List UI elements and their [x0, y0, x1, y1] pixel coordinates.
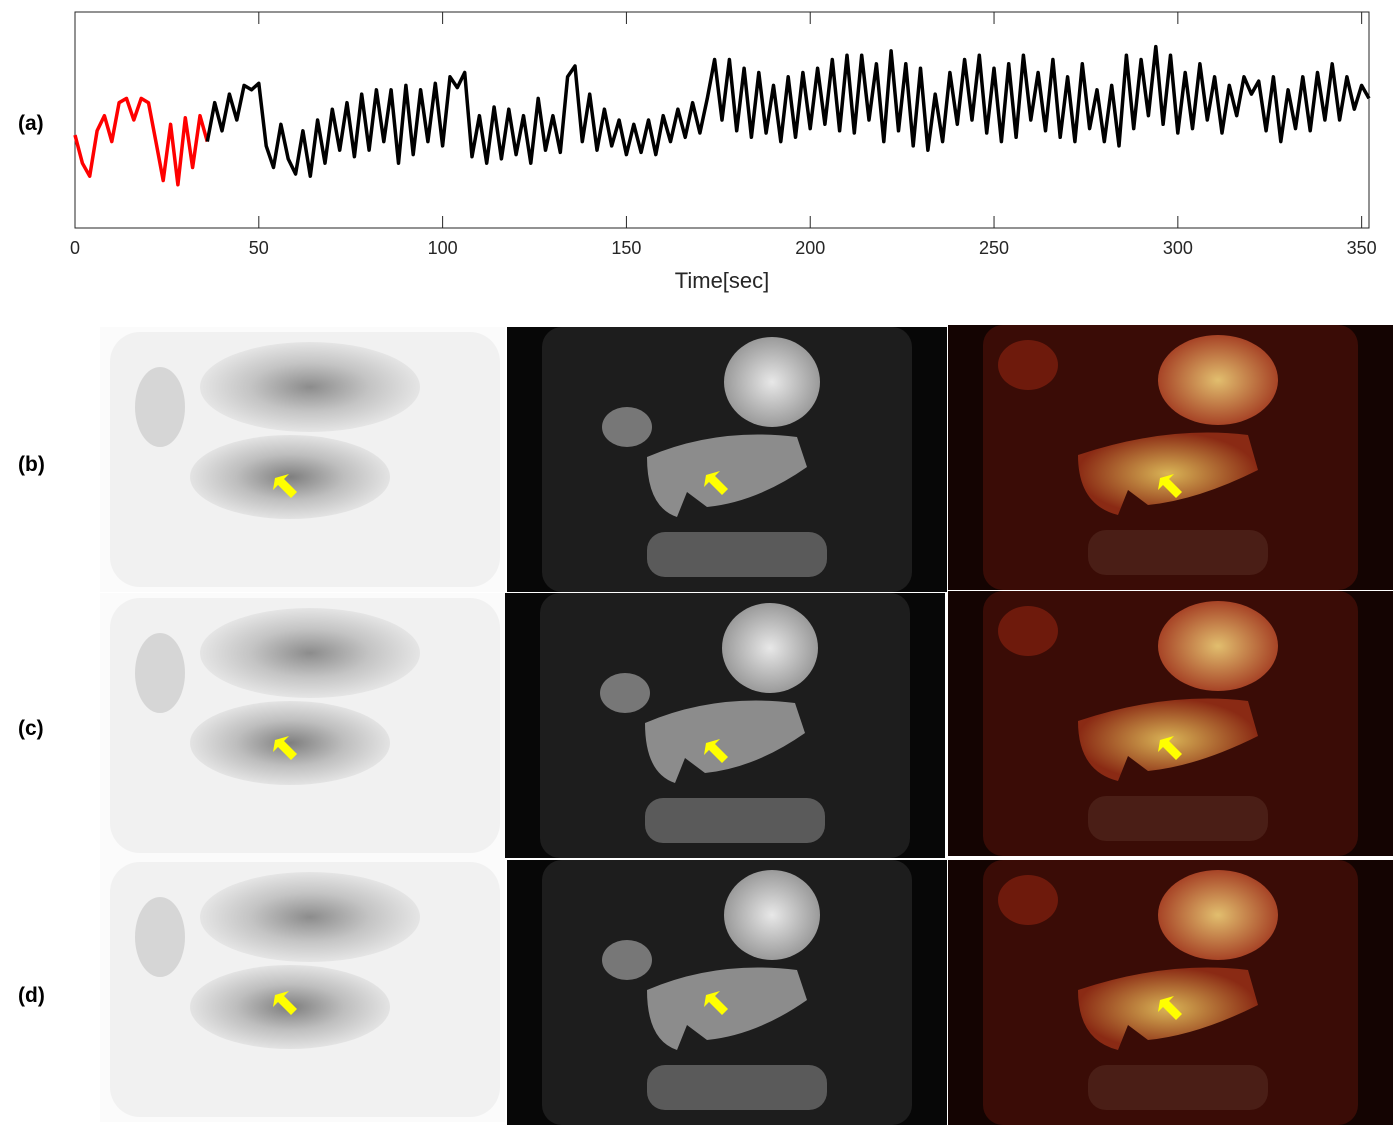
image-grid [100, 325, 1393, 1125]
fusion-image [948, 325, 1393, 590]
pet-image [100, 327, 505, 592]
x-tick-label: 0 [70, 238, 80, 258]
line [73, 96, 209, 187]
fusion-image [948, 860, 1393, 1125]
line [205, 44, 1371, 178]
x-tick-label: 300 [1163, 238, 1193, 258]
panel-label: (b) [18, 453, 45, 476]
panel-label: (d) [18, 984, 45, 1007]
chart: Time[sec] 0 50 100 150 200 250 300 350 [70, 11, 1377, 293]
fusion-image [948, 591, 1393, 856]
pet-image [100, 857, 505, 1122]
plot-frame [74, 11, 1370, 229]
x-tick-label: 250 [979, 238, 1009, 258]
x-tick-label: 100 [428, 238, 458, 258]
mr-image [507, 860, 947, 1125]
x-tick-label: 200 [795, 238, 825, 258]
panel-label: (c) [18, 717, 44, 740]
x-tick-label: 350 [1347, 238, 1377, 258]
x-axis-label: Time[sec] [675, 268, 770, 293]
mr-image [507, 327, 947, 592]
x-tick-label: 150 [611, 238, 641, 258]
panel-label: (a) [18, 112, 44, 135]
mr-image [505, 593, 945, 858]
x-tick-label: 50 [249, 238, 269, 258]
pet-image [100, 593, 505, 858]
